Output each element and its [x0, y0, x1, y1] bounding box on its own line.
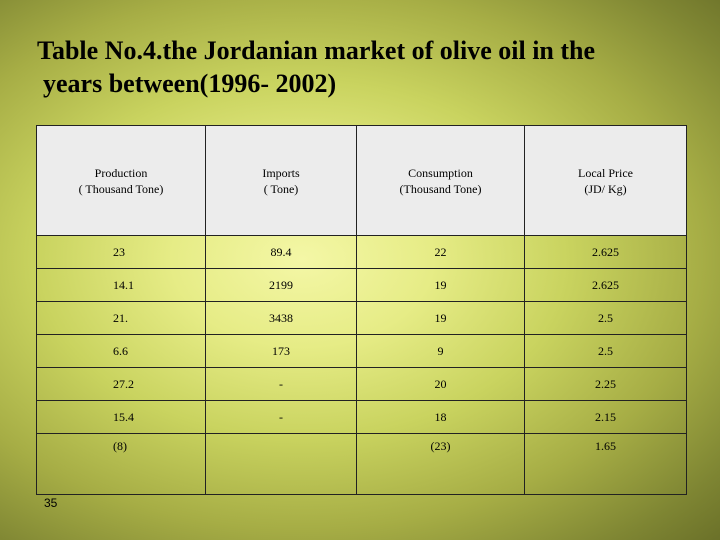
cell-imports: - [205, 400, 357, 434]
table-row: 21. 3438 19 2.5 [36, 301, 687, 335]
header-local-price-unit: (JD/ Kg) [584, 181, 627, 196]
cell-local-price: 2.25 [524, 367, 687, 401]
cell-consumption: (23) [356, 433, 525, 495]
cell-production: 6.6 [36, 334, 206, 368]
table-row: 6.6 173 9 2.5 [36, 334, 687, 368]
cell-consumption: 19 [356, 268, 525, 302]
cell-production: 15.4 [36, 400, 206, 434]
header-production: Production ( Thousand Tone) [36, 125, 206, 236]
header-consumption-label: Consumption [408, 165, 473, 180]
cell-consumption: 18 [356, 400, 525, 434]
table-row: 14.1 2199 19 2.625 [36, 268, 687, 302]
header-production-unit: ( Thousand Tone) [78, 181, 164, 196]
cell-imports: 89.4 [205, 235, 357, 269]
table-header-row: Production ( Thousand Tone) Imports ( To… [36, 125, 687, 236]
cell-production: 21. [36, 301, 206, 335]
cell-local-price: 1.65 [595, 439, 616, 453]
table-row: 27.2 - 20 2.25 [36, 367, 687, 401]
header-local-price: Local Price (JD/ Kg) [524, 125, 687, 236]
cell-imports [205, 433, 357, 495]
cell-local-price: 2.5 [524, 301, 687, 335]
cell-production: 27.2 [36, 367, 206, 401]
header-consumption: Consumption (Thousand Tone) [356, 125, 525, 236]
slide-title-line-2: years between(1996- 2002) [43, 69, 337, 98]
olive-oil-market-table: Production ( Thousand Tone) Imports ( To… [36, 125, 687, 495]
cell-local-price: 2.625 [524, 235, 687, 269]
header-imports: Imports ( Tone) [205, 125, 357, 236]
cell-local-price: 2.15 [524, 400, 687, 434]
table-row: 23 89.4 22 2.625 [36, 235, 687, 269]
slide-title: Table No.4.the Jordanian market of olive… [37, 34, 595, 100]
cell-production: 14.1 [36, 268, 206, 302]
cell-production: (8) [36, 433, 206, 495]
header-production-label: Production [94, 165, 148, 180]
cell-imports: 2199 [205, 268, 357, 302]
header-local-price-label: Local Price [578, 165, 633, 180]
cell-local-price: 2.625 [524, 268, 687, 302]
cell-consumption: 20 [356, 367, 525, 401]
cell-imports: - [205, 367, 357, 401]
slide-number: 35 [44, 496, 58, 510]
cell-consumption: 19 [356, 301, 525, 335]
cell-imports: 3438 [205, 301, 357, 335]
cell-consumption: 22 [356, 235, 525, 269]
cell-imports: 173 [205, 334, 357, 368]
cell-local-price: 2.5 [524, 334, 687, 368]
header-imports-label: Imports [262, 165, 300, 180]
cell-production: 23 [36, 235, 206, 269]
table-row: (8) (23) 1.65 [36, 433, 687, 495]
header-imports-unit: ( Tone) [263, 181, 299, 196]
table-row: 15.4 - 18 2.15 [36, 400, 687, 434]
header-consumption-unit: (Thousand Tone) [399, 181, 482, 196]
slide-title-line-1: Table No.4.the Jordanian market of olive… [37, 36, 596, 65]
cell-consumption: 9 [356, 334, 525, 368]
